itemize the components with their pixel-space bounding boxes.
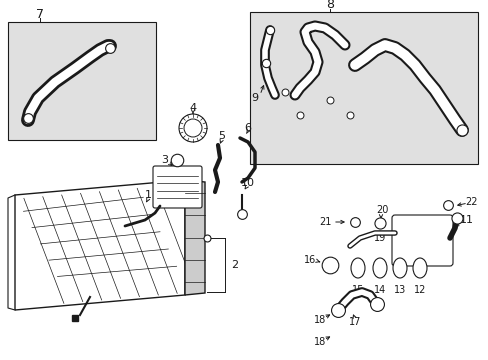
Text: 11: 11 xyxy=(459,215,473,225)
Text: 22: 22 xyxy=(465,197,477,207)
Text: 18: 18 xyxy=(313,315,325,325)
Text: 21: 21 xyxy=(318,217,330,227)
Text: 1: 1 xyxy=(144,190,151,200)
Text: 12: 12 xyxy=(413,285,426,295)
Text: 14: 14 xyxy=(373,285,386,295)
Text: 18: 18 xyxy=(313,337,325,347)
Circle shape xyxy=(179,114,206,142)
Polygon shape xyxy=(184,180,204,295)
FancyBboxPatch shape xyxy=(153,166,202,208)
Text: 17: 17 xyxy=(348,317,361,327)
Circle shape xyxy=(183,119,202,137)
Text: 4: 4 xyxy=(189,103,196,113)
Text: 9: 9 xyxy=(251,93,258,103)
Text: 3: 3 xyxy=(161,155,168,165)
Text: 20: 20 xyxy=(375,205,387,215)
Ellipse shape xyxy=(412,258,426,278)
Bar xyxy=(8,22,156,140)
FancyBboxPatch shape xyxy=(391,215,452,266)
Text: 5: 5 xyxy=(218,131,225,141)
Bar xyxy=(249,12,477,164)
Text: 16: 16 xyxy=(303,255,315,265)
Text: 13: 13 xyxy=(393,285,406,295)
Text: 19: 19 xyxy=(373,233,386,243)
Ellipse shape xyxy=(372,258,386,278)
Text: 10: 10 xyxy=(241,178,254,188)
Polygon shape xyxy=(15,180,184,310)
Text: 7: 7 xyxy=(36,8,44,21)
Text: 6: 6 xyxy=(244,123,251,133)
Text: 2: 2 xyxy=(231,260,238,270)
Text: 8: 8 xyxy=(325,0,333,12)
Ellipse shape xyxy=(350,258,364,278)
Ellipse shape xyxy=(392,258,406,278)
Text: 15: 15 xyxy=(351,285,364,295)
